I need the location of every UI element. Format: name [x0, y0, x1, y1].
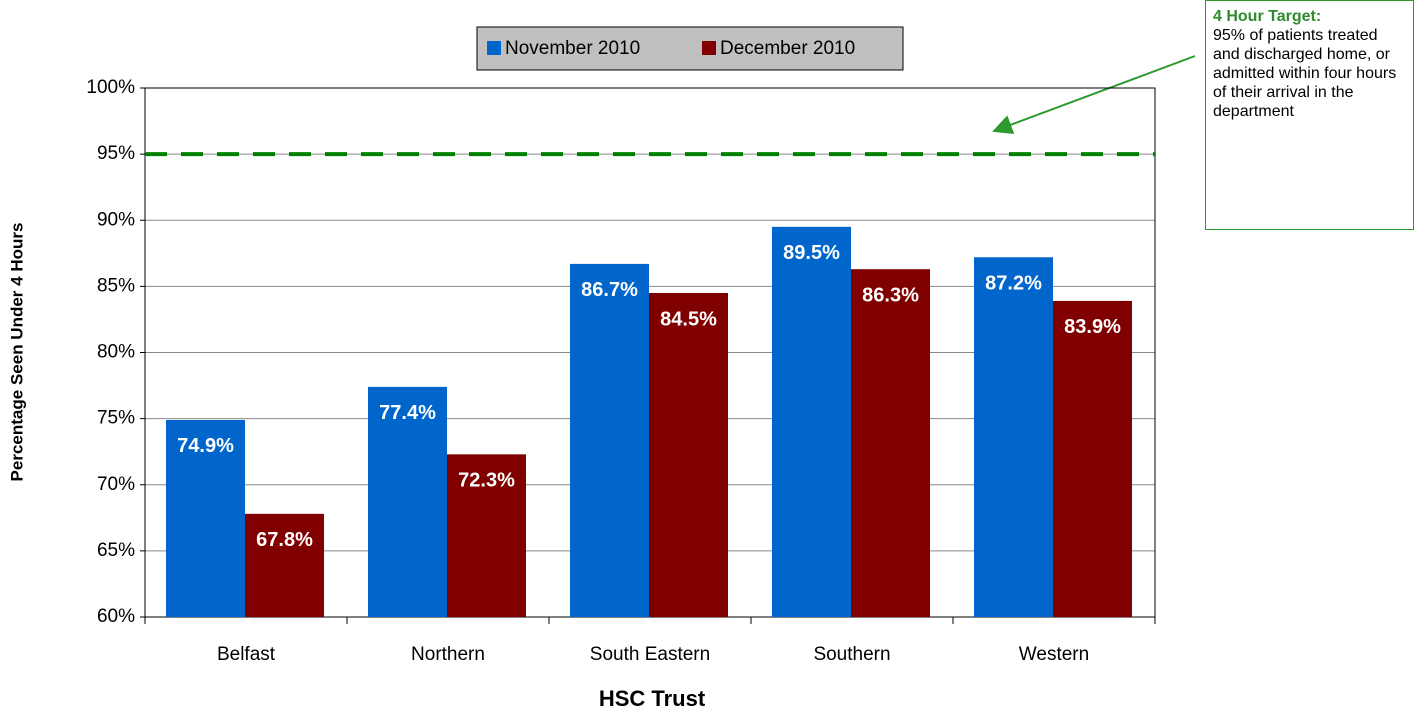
bar	[570, 263, 649, 617]
bar	[851, 269, 930, 617]
y-tick-label: 80%	[97, 342, 135, 363]
value-label: 72.3%	[458, 470, 515, 492]
value-label: 89.5%	[783, 242, 840, 264]
value-label: 86.3%	[862, 284, 919, 306]
bar	[166, 419, 245, 617]
x-tick-label: Belfast	[217, 644, 276, 665]
bar	[368, 386, 447, 617]
value-label: 84.5%	[660, 308, 717, 330]
legend-box	[476, 26, 904, 71]
value-label: 67.8%	[256, 529, 313, 551]
annotation-text: 95% of patients treated and discharged h…	[1213, 27, 1397, 120]
y-tick-label: 100%	[86, 77, 135, 98]
y-tick-label: 70%	[97, 474, 135, 495]
bar	[245, 513, 324, 617]
y-tick-label: 60%	[97, 606, 135, 627]
y-tick-label: 75%	[97, 408, 135, 429]
x-tick-label: Southern	[813, 644, 890, 665]
value-label: 74.9%	[177, 435, 234, 457]
legend-swatch	[487, 41, 501, 55]
x-tick-label: South Eastern	[590, 644, 710, 665]
x-axis-title: HSC Trust	[599, 686, 706, 711]
y-axis-title: Percentage Seen Under 4 Hours	[7, 223, 26, 482]
y-tick-label: 95%	[97, 143, 135, 164]
annotation-arrow	[992, 55, 1196, 135]
x-tick-label: Northern	[411, 644, 485, 665]
legend-swatch	[702, 41, 716, 55]
x-tick-label: Western	[1019, 644, 1089, 665]
value-label: 83.9%	[1064, 316, 1121, 338]
bar	[772, 226, 851, 618]
value-label: 87.2%	[985, 273, 1042, 295]
legend-label: November 2010	[505, 38, 640, 59]
bar	[649, 292, 728, 617]
y-tick-label: 65%	[97, 540, 135, 561]
bar	[1053, 300, 1132, 617]
y-tick-label: 85%	[97, 275, 135, 296]
bar	[447, 454, 526, 617]
bar	[974, 257, 1053, 617]
value-label: 86.7%	[581, 279, 638, 301]
annotation: 4 Hour Target: 95% of patients treated an…	[1205, 0, 1414, 230]
y-tick-label: 90%	[97, 209, 135, 230]
annotation-title: 4 Hour Target:	[1213, 8, 1322, 25]
legend-label: December 2010	[720, 38, 855, 59]
value-label: 77.4%	[379, 402, 436, 424]
